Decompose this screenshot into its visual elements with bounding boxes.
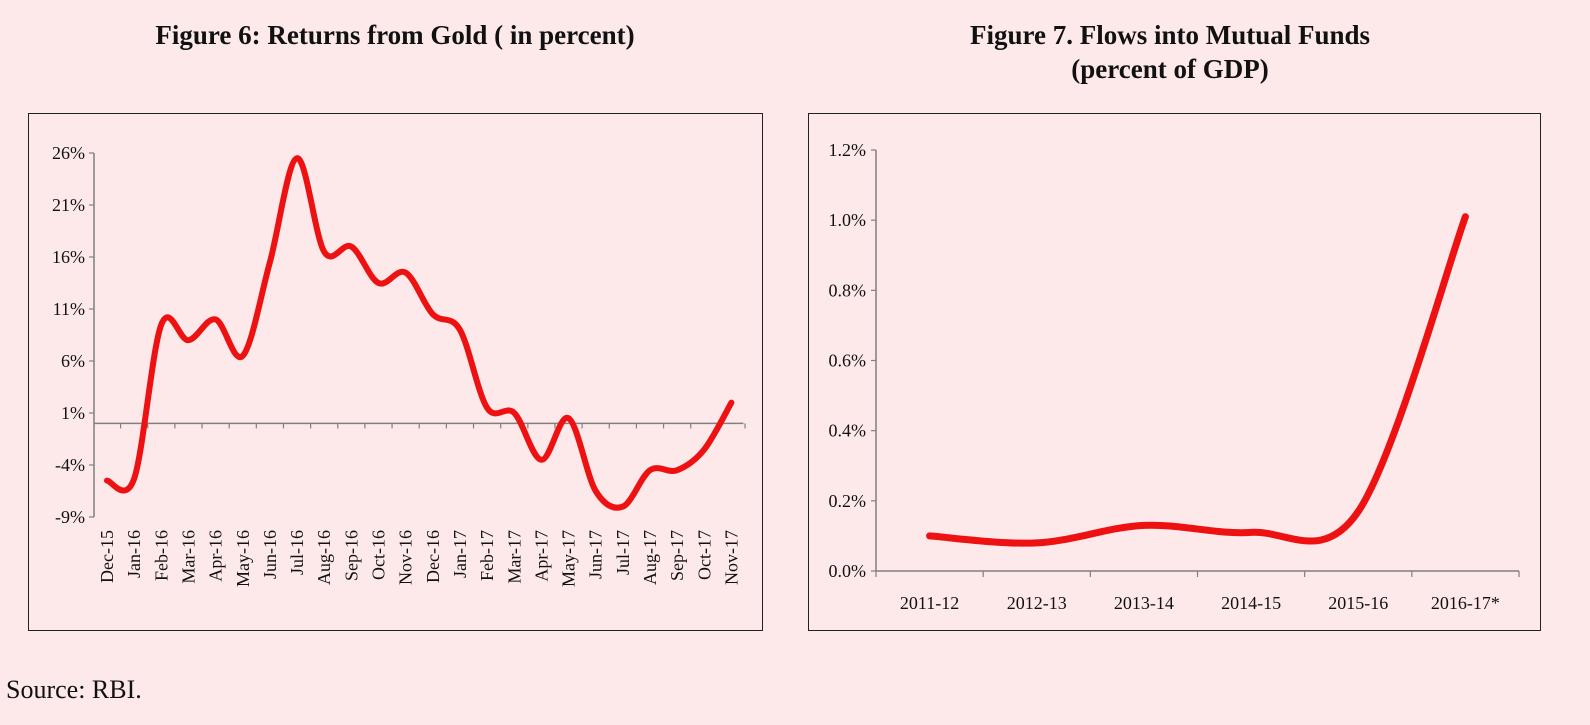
fig6-x-tick-label: Apr-16 bbox=[206, 530, 226, 582]
fig6-y-tick-label: 26% bbox=[52, 143, 85, 163]
fig7-title: Figure 7. Flows into Mutual Funds (perce… bbox=[790, 18, 1550, 86]
fig6-x-tick-label: Jul-16 bbox=[287, 530, 307, 575]
fig6-x-tick-label: Mar-16 bbox=[178, 530, 198, 584]
fig7-chart-frame: 1.2% 1.0% 0.8% 0.6% 0.4% 0.2% 0.0% 2011-12 2012-… bbox=[808, 113, 1541, 631]
fig7-title-line2: (percent of GDP) bbox=[1071, 54, 1269, 84]
fig7-x-tick-label: 2011-12 bbox=[900, 593, 959, 613]
fig6-x-tick-label: May-17 bbox=[559, 530, 579, 587]
fig7-x-tick-label: 2012-13 bbox=[1007, 593, 1067, 613]
fig6-x-tick-label: Jun-17 bbox=[586, 530, 606, 579]
fig6-y-tick-label: -9% bbox=[55, 507, 85, 527]
fig7-y-tick-label: 0.0% bbox=[829, 561, 867, 581]
fig7-x-tick-label: 2016-17* bbox=[1431, 593, 1500, 613]
fig6-x-tick-label: Jul-17 bbox=[613, 530, 633, 575]
fig6-x-tick-label: Nov-16 bbox=[396, 530, 416, 585]
fig7-title-line1: Figure 7. Flows into Mutual Funds bbox=[969, 20, 1371, 50]
fig6-x-tick-label: Jun-16 bbox=[260, 530, 280, 579]
fig6-y-tick-label: 21% bbox=[52, 195, 85, 215]
fig6-x-tick-label: Feb-17 bbox=[477, 530, 497, 581]
source-note: Source: RBI. bbox=[6, 675, 142, 704]
fig7-y-tick-label: 0.4% bbox=[829, 421, 867, 441]
fig6-x-tick-label: Feb-16 bbox=[151, 530, 171, 581]
fig6-x-tick-label: Dec-16 bbox=[423, 530, 443, 583]
fig7-y-tick-label: 1.0% bbox=[829, 210, 867, 230]
fig6-x-tick-label: Apr-17 bbox=[531, 530, 551, 582]
fig7-y-tick-label: 1.2% bbox=[829, 140, 867, 160]
fig6-y-tick-label: 11% bbox=[53, 299, 85, 319]
fig6-x-tick-label: Nov-17 bbox=[721, 530, 741, 585]
fig6-x-tick-label: Dec-15 bbox=[97, 530, 117, 583]
fig7-y-tick-label: 0.2% bbox=[829, 491, 867, 511]
fig6-y-tick-label: 1% bbox=[61, 403, 85, 423]
fig6-chart-frame: 26% 21% 16% 11% 6% 1% -4% -9% Dec-15 Jan-16 Feb-16… bbox=[28, 113, 763, 631]
fig6-chart: 26% 21% 16% 11% 6% 1% -4% -9% Dec-15 Jan-16 Feb-16… bbox=[52, 143, 746, 587]
fig6-x-tick-label: May-16 bbox=[233, 530, 253, 587]
fig6-x-tick-label: Sep-17 bbox=[667, 530, 687, 581]
fig7-chart: 1.2% 1.0% 0.8% 0.6% 0.4% 0.2% 0.0% 2011-12 2012-… bbox=[829, 140, 1520, 613]
fig7-x-tick-label: 2014-15 bbox=[1221, 593, 1281, 613]
fig7-series-line bbox=[926, 213, 1469, 547]
fig6-x-tick-label: Sep-16 bbox=[341, 530, 361, 581]
fig7-y-tick-label: 0.8% bbox=[829, 280, 867, 300]
fig6-x-tick-label: Jan-17 bbox=[450, 530, 470, 578]
fig6-x-tick-label: Mar-17 bbox=[504, 530, 524, 584]
fig7-y-tick-label: 0.6% bbox=[829, 351, 867, 371]
fig6-y-tick-label: -4% bbox=[55, 455, 85, 475]
fig7-x-tick-label: 2013-14 bbox=[1114, 593, 1174, 613]
fig6-y-tick-label: 6% bbox=[61, 351, 85, 371]
fig6-series-line bbox=[104, 155, 735, 511]
fig6-x-tick-label: Aug-17 bbox=[640, 530, 660, 585]
fig7-x-tick-label: 2015-16 bbox=[1328, 593, 1388, 613]
fig6-x-tick-label: Oct-16 bbox=[369, 530, 389, 580]
fig6-x-tick-label: Aug-16 bbox=[314, 530, 334, 585]
fig6-title: Figure 6: Returns from Gold ( in percent… bbox=[155, 20, 635, 50]
fig6-x-tick-label: Oct-17 bbox=[694, 530, 714, 580]
fig6-x-tick-label: Jan-16 bbox=[124, 530, 144, 578]
fig6-y-tick-label: 16% bbox=[52, 247, 85, 267]
